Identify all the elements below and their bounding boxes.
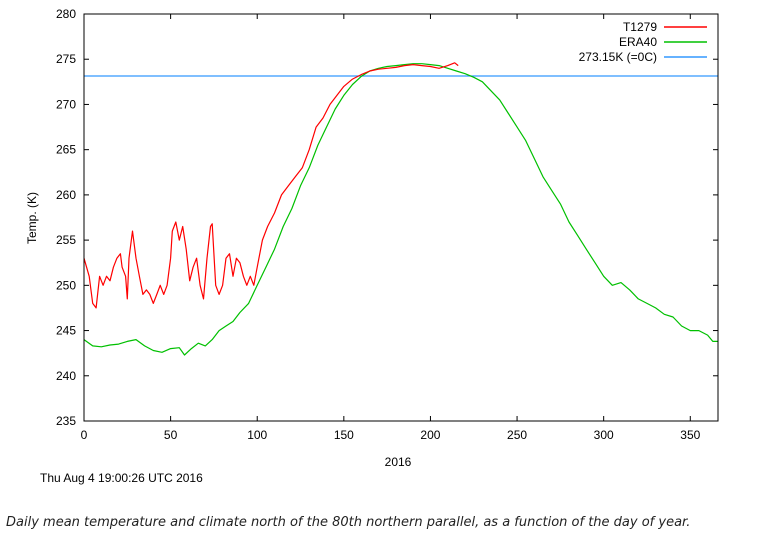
x-axis-label: 2016 [385, 455, 412, 468]
y-tick-label: 245 [56, 324, 76, 338]
x-tick-label: 0 [81, 428, 88, 442]
series-line-era40 [83, 63, 718, 356]
x-tick-label: 250 [507, 428, 527, 442]
ticks-layer: 235 240 245 250 255 260 265 270 275 280 0 50 100 150 2… [56, 7, 718, 442]
series-line-t1279 [83, 62, 459, 309]
figure-caption: Daily mean temperature and climate north… [6, 515, 691, 530]
generated-timestamp: Thu Aug 4 19:00:26 UTC 2016 [40, 471, 203, 485]
series-layer [83, 62, 718, 356]
y-tick-label: 280 [56, 7, 76, 21]
legend-label-era40: ERA40 [619, 35, 657, 49]
y-tick-label: 250 [56, 278, 76, 292]
x-tick-label: 350 [680, 428, 700, 442]
x-tick-label: 150 [334, 428, 354, 442]
y-tick-label: 235 [56, 414, 76, 428]
legend-label-273-15k-0c: 273.15K (=0C) [579, 50, 657, 64]
x-tick-label: 50 [164, 428, 178, 442]
y-tick-label: 270 [56, 97, 76, 111]
y-tick-label: 260 [56, 188, 76, 202]
x-tick-label: 300 [594, 428, 614, 442]
y-tick-label: 275 [56, 52, 76, 66]
x-tick-label: 100 [247, 428, 267, 442]
y-axis-label: Temp. (K) [25, 192, 39, 244]
y-tick-label: 240 [56, 369, 76, 383]
legend-label-t1279: T1279 [623, 20, 657, 34]
temperature-chart: 235 240 245 250 255 260 265 270 275 280 0 50 100 150 2… [25, 7, 719, 468]
x-tick-label: 200 [420, 428, 440, 442]
y-tick-label: 255 [56, 233, 76, 247]
plot-frame [83, 13, 719, 422]
y-tick-label: 265 [56, 143, 76, 157]
